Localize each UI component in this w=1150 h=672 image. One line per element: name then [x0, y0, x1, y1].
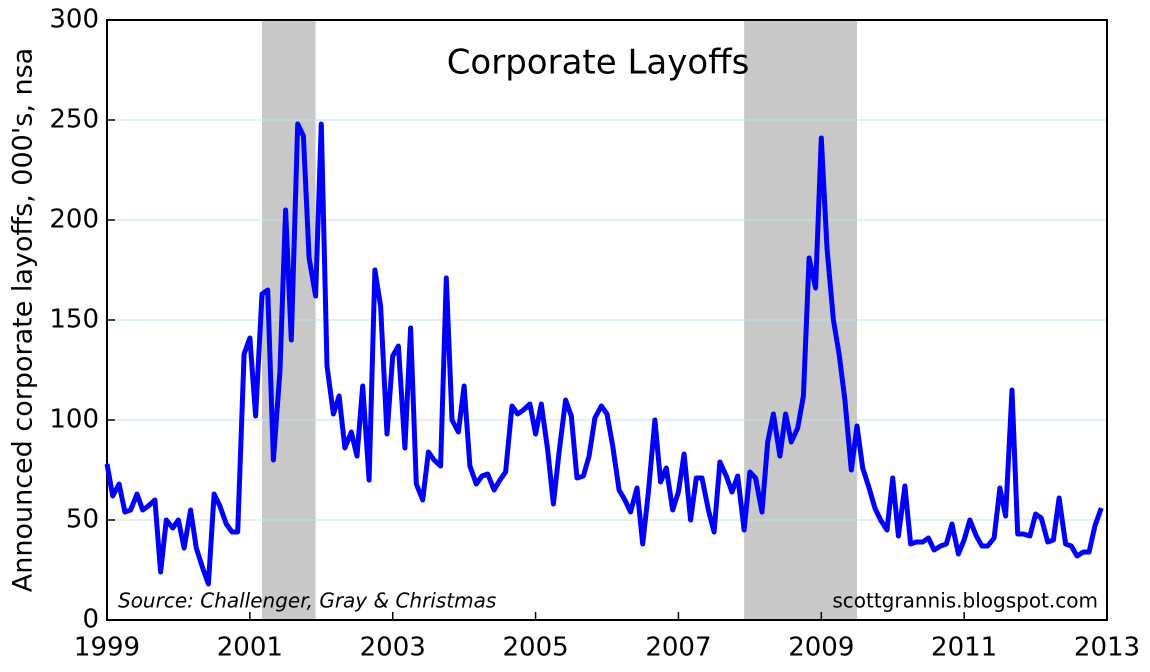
plot-frame	[106, 19, 1108, 621]
y-tick-label: 250	[49, 105, 99, 135]
y-tick-label: 300	[49, 5, 99, 35]
y-tick-label: 150	[49, 305, 99, 335]
x-tick-label: 2013	[1074, 633, 1140, 663]
plot-background	[107, 19, 1107, 621]
source-note: Source: Challenger, Gray & Christmas	[118, 589, 496, 613]
blog-note: scottgrannis.blogspot.com	[832, 589, 1098, 613]
chart-title: Corporate Layoffs	[447, 43, 750, 83]
x-tick-label: 2005	[502, 633, 568, 663]
x-tick-label: 2007	[645, 633, 711, 663]
y-tick-label: 100	[49, 405, 99, 435]
y-axis-label: Announced corporate layoffs, 000's, nsa	[8, 48, 39, 592]
x-tick-label: 1999	[74, 633, 140, 663]
series-line	[104, 121, 1104, 587]
x-tick-label: 2003	[360, 633, 426, 663]
x-tick-label: 2011	[931, 633, 997, 663]
y-tick-label: 200	[49, 205, 99, 235]
y-tick-label: 0	[82, 605, 99, 635]
x-tick-label: 2009	[788, 633, 854, 663]
x-tick-label: 2001	[217, 633, 283, 663]
y-tick-label: 50	[66, 505, 99, 535]
